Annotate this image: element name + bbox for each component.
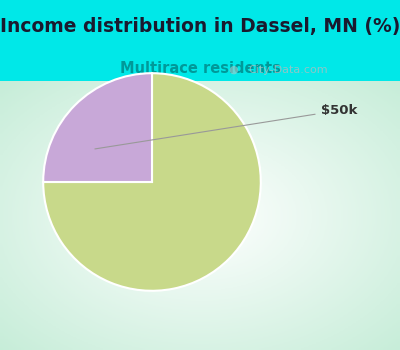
Text: $50k: $50k	[95, 104, 357, 149]
Text: Multirace residents: Multirace residents	[120, 61, 280, 76]
Text: ●: ●	[228, 65, 238, 75]
Wedge shape	[43, 73, 261, 291]
Text: Income distribution in Dassel, MN (%): Income distribution in Dassel, MN (%)	[0, 17, 400, 36]
Wedge shape	[43, 73, 152, 182]
Text: City-Data.com: City-Data.com	[248, 65, 328, 75]
